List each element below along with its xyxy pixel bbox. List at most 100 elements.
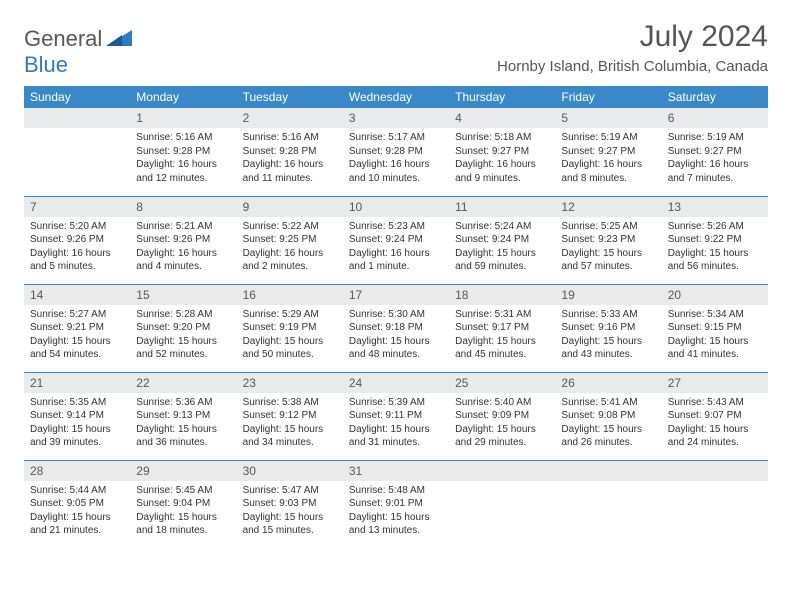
sunset-text: Sunset: 9:12 PM [243,409,337,423]
daylight-text: Daylight: 15 hours and 52 minutes. [136,335,230,362]
calendar-cell: 4Sunrise: 5:18 AMSunset: 9:27 PMDaylight… [449,108,555,196]
logo: General Blue [24,20,132,78]
day-detail: Sunrise: 5:31 AMSunset: 9:17 PMDaylight:… [449,305,555,365]
weekday-header: Monday [130,86,236,108]
logo-triangle-icon [106,28,132,51]
sunset-text: Sunset: 9:19 PM [243,321,337,335]
sunset-text: Sunset: 9:05 PM [30,497,124,511]
daylight-text: Daylight: 16 hours and 5 minutes. [30,247,124,274]
day-number: 5 [555,108,661,128]
calendar-week-row: 21Sunrise: 5:35 AMSunset: 9:14 PMDayligh… [24,372,768,460]
sunrise-text: Sunrise: 5:16 AM [243,131,337,145]
calendar-cell: 25Sunrise: 5:40 AMSunset: 9:09 PMDayligh… [449,372,555,460]
daylight-text: Daylight: 15 hours and 36 minutes. [136,423,230,450]
day-number: 13 [662,197,768,217]
calendar-cell: 27Sunrise: 5:43 AMSunset: 9:07 PMDayligh… [662,372,768,460]
sunrise-text: Sunrise: 5:22 AM [243,220,337,234]
logo-general: General [24,26,102,51]
weekday-header: Thursday [449,86,555,108]
weekday-header-row: Sunday Monday Tuesday Wednesday Thursday… [24,86,768,108]
sunrise-text: Sunrise: 5:38 AM [243,396,337,410]
day-number: 18 [449,285,555,305]
daylight-text: Daylight: 16 hours and 11 minutes. [243,158,337,185]
sunrise-text: Sunrise: 5:19 AM [668,131,762,145]
day-detail: Sunrise: 5:43 AMSunset: 9:07 PMDaylight:… [662,393,768,453]
daylight-text: Daylight: 16 hours and 4 minutes. [136,247,230,274]
sunrise-text: Sunrise: 5:45 AM [136,484,230,498]
sunset-text: Sunset: 9:18 PM [349,321,443,335]
sunset-text: Sunset: 9:13 PM [136,409,230,423]
sunrise-text: Sunrise: 5:29 AM [243,308,337,322]
day-detail: Sunrise: 5:19 AMSunset: 9:27 PMDaylight:… [555,128,661,188]
daylight-text: Daylight: 15 hours and 31 minutes. [349,423,443,450]
sunset-text: Sunset: 9:22 PM [668,233,762,247]
sunrise-text: Sunrise: 5:23 AM [349,220,443,234]
sunrise-text: Sunrise: 5:26 AM [668,220,762,234]
day-number: 12 [555,197,661,217]
day-detail: Sunrise: 5:44 AMSunset: 9:05 PMDaylight:… [24,481,130,541]
sunrise-text: Sunrise: 5:28 AM [136,308,230,322]
sunrise-text: Sunrise: 5:44 AM [30,484,124,498]
page: General Blue July 2024 Hornby Island, Br… [0,0,792,568]
calendar-cell: 22 Sunrise: 5:36 AMSunset: 9:13 PMDayligh… [130,372,236,460]
sunrise-text: Sunrise: 5:36 AM [136,396,230,410]
sunrise-text: Sunrise: 5:25 AM [561,220,655,234]
daylight-text: Daylight: 15 hours and 34 minutes. [243,423,337,450]
sunrise-text: Sunrise: 5:48 AM [349,484,443,498]
daylight-text: Daylight: 15 hours and 13 minutes. [349,511,443,538]
daylight-text: Daylight: 15 hours and 41 minutes. [668,335,762,362]
calendar-cell: 5Sunrise: 5:19 AMSunset: 9:27 PMDaylight… [555,108,661,196]
day-number: 21 [24,373,130,393]
weekday-header: Wednesday [343,86,449,108]
daylight-text: Daylight: 16 hours and 2 minutes. [243,247,337,274]
daylight-text: Daylight: 15 hours and 29 minutes. [455,423,549,450]
sunrise-text: Sunrise: 5:20 AM [30,220,124,234]
sunrise-text: Sunrise: 5:18 AM [455,131,549,145]
sunset-text: Sunset: 9:21 PM [30,321,124,335]
day-number: 22 [130,373,236,393]
sunset-text: Sunset: 9:09 PM [455,409,549,423]
daylight-text: Daylight: 15 hours and 54 minutes. [30,335,124,362]
daylight-text: Daylight: 15 hours and 24 minutes. [668,423,762,450]
sunset-text: Sunset: 9:11 PM [349,409,443,423]
sunset-text: Sunset: 9:03 PM [243,497,337,511]
empty-day [555,461,661,481]
sunrise-text: Sunrise: 5:40 AM [455,396,549,410]
page-subtitle: Hornby Island, British Columbia, Canada [497,58,768,75]
day-detail: Sunrise: 5:38 AMSunset: 9:12 PMDaylight:… [237,393,343,453]
day-detail: Sunrise: 5:41 AMSunset: 9:08 PMDaylight:… [555,393,661,453]
calendar-cell: 21Sunrise: 5:35 AMSunset: 9:14 PMDayligh… [24,372,130,460]
daylight-text: Daylight: 15 hours and 18 minutes. [136,511,230,538]
sunrise-text: Sunrise: 5:34 AM [668,308,762,322]
day-detail: Sunrise: 5:18 AMSunset: 9:27 PMDaylight:… [449,128,555,188]
calendar-cell [24,108,130,196]
calendar-cell: 19Sunrise: 5:33 AMSunset: 9:16 PMDayligh… [555,284,661,372]
daylight-text: Daylight: 16 hours and 8 minutes. [561,158,655,185]
day-number: 1 [130,108,236,128]
sunset-text: Sunset: 9:28 PM [243,145,337,159]
daylight-text: Daylight: 16 hours and 9 minutes. [455,158,549,185]
calendar-body: 1Sunrise: 5:16 AMSunset: 9:28 PMDaylight… [24,108,768,548]
daylight-text: Daylight: 15 hours and 21 minutes. [30,511,124,538]
day-number: 26 [555,373,661,393]
day-number: 19 [555,285,661,305]
sunset-text: Sunset: 9:28 PM [136,145,230,159]
sunset-text: Sunset: 9:15 PM [668,321,762,335]
daylight-text: Daylight: 15 hours and 59 minutes. [455,247,549,274]
day-number: 8 [130,197,236,217]
day-detail: Sunrise: 5:45 AMSunset: 9:04 PMDaylight:… [130,481,236,541]
day-detail: Sunrise: 5:25 AMSunset: 9:23 PMDaylight:… [555,217,661,277]
day-number: 2 [237,108,343,128]
sunset-text: Sunset: 9:17 PM [455,321,549,335]
daylight-text: Daylight: 16 hours and 7 minutes. [668,158,762,185]
sunrise-text: Sunrise: 5:31 AM [455,308,549,322]
day-number: 28 [24,461,130,481]
daylight-text: Daylight: 15 hours and 39 minutes. [30,423,124,450]
day-detail: Sunrise: 5:20 AMSunset: 9:26 PMDaylight:… [24,217,130,277]
calendar-cell [555,460,661,548]
sunset-text: Sunset: 9:20 PM [136,321,230,335]
sunrise-text: Sunrise: 5:43 AM [668,396,762,410]
day-number: 10 [343,197,449,217]
day-number: 7 [24,197,130,217]
calendar-cell: 3Sunrise: 5:17 AMSunset: 9:28 PMDaylight… [343,108,449,196]
